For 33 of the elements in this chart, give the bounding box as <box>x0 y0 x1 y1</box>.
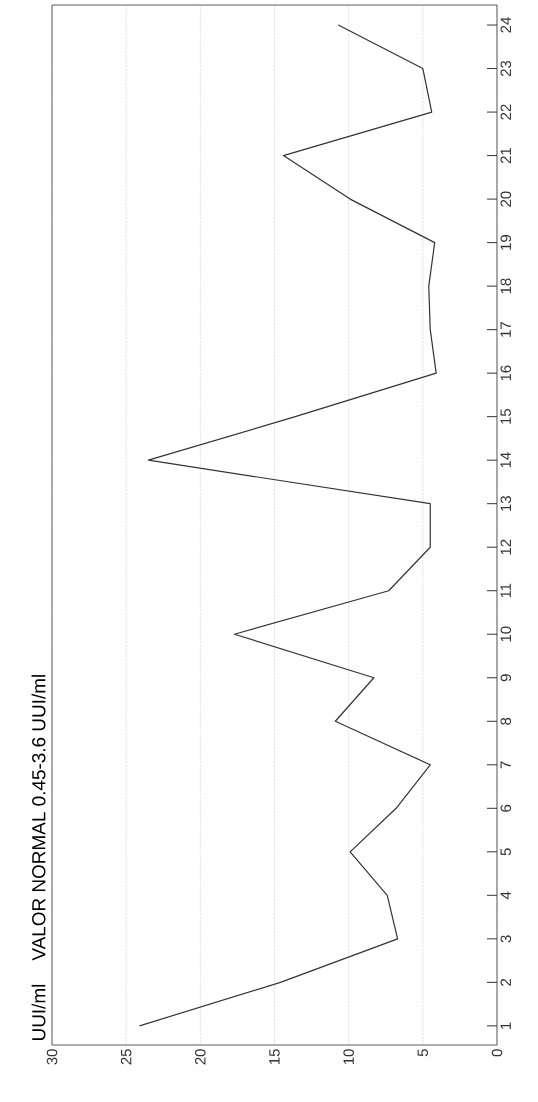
y-tick-label: 15 <box>500 408 511 424</box>
x-tick-label: 10 <box>343 1049 354 1065</box>
y-tick-label: 14 <box>500 452 511 468</box>
y-tick-label: 12 <box>500 539 511 555</box>
y-tick-label: 23 <box>500 60 512 77</box>
y-tick-label: 10 <box>500 626 512 642</box>
y-tick-label: 19 <box>500 235 512 250</box>
y-tick-label: 6 <box>500 804 512 812</box>
x-tick-label: 20 <box>195 1049 206 1065</box>
x-tick-label: 5 <box>417 1049 429 1057</box>
y-tick-label: 22 <box>500 104 511 120</box>
x-tick-label: 25 <box>120 1049 132 1065</box>
y-tick-label: 24 <box>500 17 511 33</box>
y-tick-label: 9 <box>500 674 512 682</box>
x-tick-label: 0 <box>491 1049 503 1057</box>
y-tick-label: 2 <box>500 978 511 986</box>
text: VALOR NORMAL 0.45-3.6 UUI/ml <box>31 675 46 961</box>
y-tick-label: 21 <box>500 148 511 164</box>
y-tick-label: 18 <box>500 278 512 294</box>
y-tick-label: 1 <box>500 1022 511 1029</box>
y-tick-label: 13 <box>500 496 512 511</box>
y-axis-title: UUI/ml <box>31 984 46 1041</box>
y-tick-label: 7 <box>500 761 511 769</box>
y-tick-label: 8 <box>500 717 512 725</box>
y-tick-label: 4 <box>500 891 511 900</box>
x-tick-label: 30 <box>46 1049 58 1065</box>
y-tick-label: 5 <box>500 848 511 856</box>
y-tick-label: 3 <box>500 935 512 943</box>
x-tick-label: 15 <box>269 1049 280 1065</box>
y-tick-label: 17 <box>500 322 511 337</box>
y-tick-label: 16 <box>500 365 512 381</box>
y-tick-label: 20 <box>500 191 512 207</box>
y-tick-label: 11 <box>500 583 511 598</box>
